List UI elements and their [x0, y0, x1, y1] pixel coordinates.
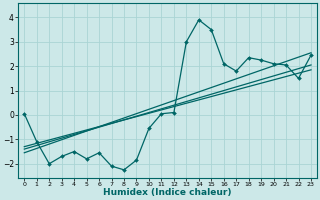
X-axis label: Humidex (Indice chaleur): Humidex (Indice chaleur) — [103, 188, 232, 197]
